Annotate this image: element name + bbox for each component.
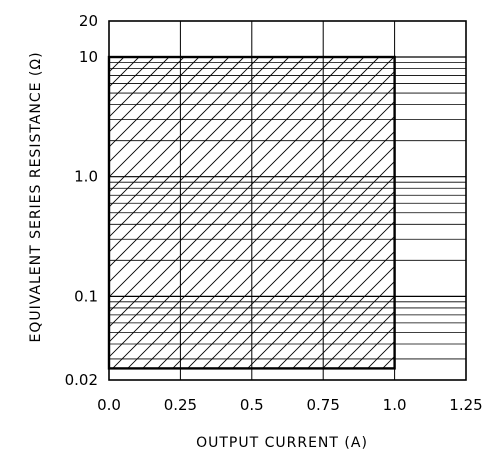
hatch-line	[322, 295, 395, 369]
y-tick-label: 0.1	[74, 287, 98, 305]
y-tick-label: 0.02	[65, 371, 98, 389]
hatch-line	[109, 57, 245, 193]
hatch-line	[262, 235, 395, 369]
x-axis-title: OUTPUT CURRENT (A)	[196, 435, 368, 451]
hatch-line	[277, 250, 395, 369]
grid-lines	[109, 21, 466, 380]
region-hatching	[109, 57, 395, 369]
hatch-line	[112, 85, 395, 369]
hatch-line	[109, 57, 335, 283]
hatch-line	[337, 310, 395, 369]
hatch-line	[247, 220, 395, 369]
x-tick-label: 0.75	[306, 396, 339, 414]
hatch-line	[292, 265, 395, 369]
x-tick-label: 1.25	[449, 396, 482, 414]
hatch-line	[109, 57, 320, 268]
hatch-line	[109, 57, 275, 223]
hatch-line	[142, 115, 395, 369]
hatch-line	[109, 57, 290, 238]
hatch-line	[109, 57, 380, 328]
hatch-line	[187, 160, 395, 369]
x-tick-labels: 0.0 0.25 0.5 0.75 1.0 1.25	[97, 396, 483, 414]
hatch-line	[109, 57, 170, 118]
x-tick-label: 0.25	[164, 396, 197, 414]
hatch-line	[109, 57, 350, 298]
y-tick-label: 20	[79, 12, 98, 30]
hatch-line	[109, 57, 125, 73]
hatch-line	[232, 205, 395, 369]
plot-frame	[108, 20, 467, 381]
hatch-line	[109, 57, 260, 208]
stable-region	[107, 55, 396, 370]
hatch-line	[157, 130, 395, 369]
x-tick-label: 0.5	[240, 396, 264, 414]
hatch-line	[109, 57, 395, 343]
hatch-line	[109, 57, 230, 178]
hatch-line	[172, 145, 395, 369]
hatch-line	[109, 57, 305, 253]
hatch-line	[109, 57, 365, 313]
hatch-line	[109, 57, 185, 133]
x-tick-label: 0.0	[97, 396, 121, 414]
hatch-line	[109, 57, 200, 148]
hatch-line	[109, 57, 215, 163]
x-tick-label: 1.0	[383, 396, 407, 414]
y-tick-label: 1.0	[74, 168, 98, 186]
hatch-line	[127, 100, 395, 369]
hatch-line	[202, 175, 395, 369]
hatch-line	[109, 57, 110, 58]
y-tick-labels: 0.02 0.1 1.0 10 20	[65, 12, 98, 389]
y-tick-label: 10	[79, 48, 98, 66]
hatch-line	[109, 70, 395, 358]
hatch-line	[217, 190, 395, 369]
hatch-line	[307, 280, 395, 369]
y-axis-title: EQUIVALENT SERIES RESISTANCE (Ω)	[28, 51, 44, 342]
